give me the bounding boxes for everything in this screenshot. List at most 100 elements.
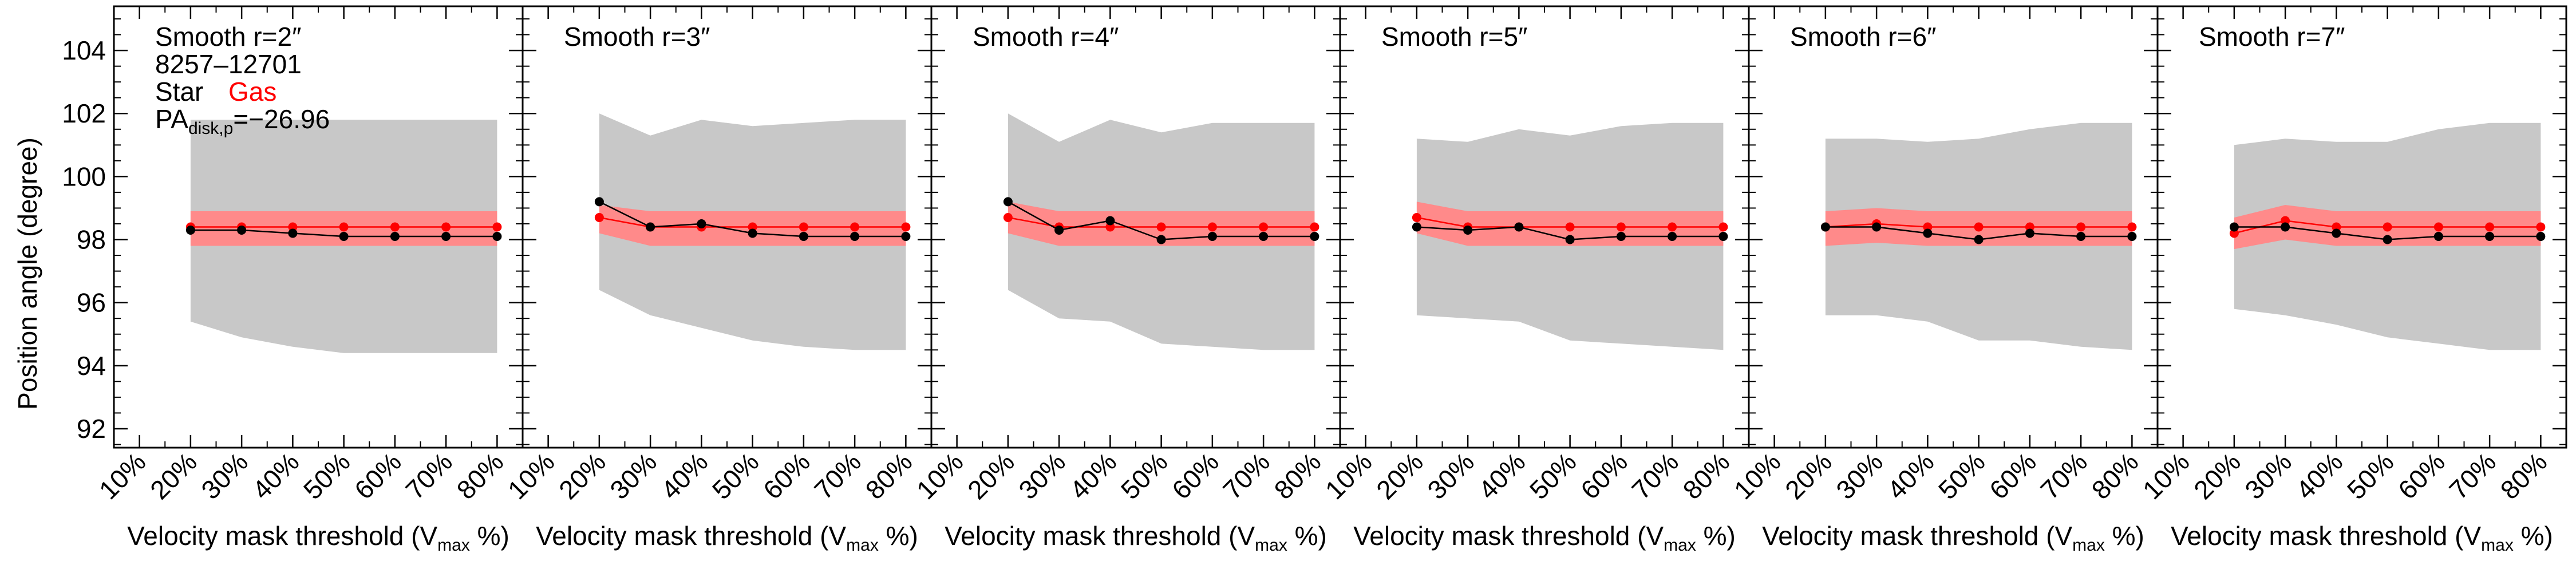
y-tick-label: 92	[77, 414, 106, 444]
gas-data-point	[1259, 222, 1269, 232]
x-tick-label: 80%	[1269, 447, 1327, 505]
panel-title: Smooth r=3″	[564, 22, 710, 52]
star-data-point	[492, 232, 502, 241]
star-legend-label: Star	[155, 77, 203, 106]
galaxy-id-label: 8257–12701	[155, 49, 302, 79]
star-data-point	[594, 197, 604, 207]
gas-data-point	[2076, 222, 2086, 232]
x-tick-label: 50%	[1524, 447, 1582, 505]
panel-3: 10%20%30%40%50%60%70%80% Velocity mask th…	[911, 5, 1341, 555]
gas-data-point	[2025, 222, 2034, 232]
x-tick-label: 80%	[860, 447, 918, 505]
x-tick-label: 50%	[706, 447, 765, 505]
star-data-point	[1668, 232, 1677, 241]
y-tick-label: 94	[77, 351, 106, 381]
star-data-point	[1207, 232, 1217, 241]
gas-legend-label: Gas	[228, 77, 276, 106]
gas-data-point	[441, 222, 451, 232]
pa-annotation-sub: disk,p	[188, 119, 233, 138]
star-data-point	[1616, 232, 1626, 241]
panel-4: 10%20%30%40%50%60%70%80% Velocity mask th…	[1319, 5, 1750, 555]
star-data-point	[2433, 232, 2443, 241]
x-tick-label: 60%	[1575, 447, 1633, 505]
x-axis-title: Velocity mask threshold (Vmax %)	[945, 521, 1327, 555]
x-axis-title: Velocity mask threshold (Vmax %)	[536, 521, 918, 555]
star-data-point	[1105, 216, 1115, 226]
star-data-point	[185, 226, 195, 235]
x-axis-title-sub: max	[2072, 536, 2105, 555]
y-axis-title: Position angle (degree)	[13, 137, 42, 410]
gas-data-point	[1412, 213, 1421, 222]
panel-title: Smooth r=2″	[155, 22, 301, 52]
x-tick-label: 70%	[2443, 447, 2502, 505]
x-tick-label: 70%	[808, 447, 867, 505]
star-data-point	[1310, 232, 1319, 241]
x-axis-title-main: Velocity mask threshold (V	[2171, 521, 2481, 551]
x-tick-label: 80%	[2495, 447, 2553, 505]
x-tick-label: 80%	[2086, 447, 2144, 505]
star-data-point	[1820, 222, 1830, 232]
star-data-point	[1872, 222, 1882, 232]
gas-data-point	[1616, 222, 1626, 232]
star-data-point	[1463, 226, 1473, 235]
gas-data-point	[2536, 222, 2546, 232]
gas-data-point	[748, 222, 757, 232]
gas-data-point	[799, 222, 808, 232]
x-tick-label: 60%	[2392, 447, 2451, 505]
x-tick-label: 30%	[604, 447, 662, 505]
gas-data-point	[339, 222, 349, 232]
x-tick-label: 40%	[1473, 447, 1531, 505]
star-data-point	[2485, 232, 2495, 241]
pa-annotation: PAdisk,p=−26.96	[155, 104, 330, 138]
x-axis-title-main: Velocity mask threshold (V	[127, 521, 437, 551]
x-tick-label: 30%	[2239, 447, 2297, 505]
x-axis-title: Velocity mask threshold (Vmax %)	[1353, 521, 1736, 555]
star-data-point	[1718, 232, 1728, 241]
x-tick-label: 10%	[1319, 447, 1378, 505]
x-tick-label: 30%	[195, 447, 254, 505]
x-tick-label: 20%	[144, 447, 203, 505]
x-axis-title-end: %)	[1696, 521, 1736, 551]
y-tick-label: 98	[77, 225, 106, 255]
x-tick-label: 70%	[2034, 447, 2093, 505]
panel-2: 10%20%30%40%50%60%70%80% Velocity mask th…	[502, 5, 933, 555]
star-data-point	[237, 226, 247, 235]
pa-annotation-value: =−26.96	[233, 104, 330, 134]
gas-data-point	[1668, 222, 1677, 232]
star-data-point	[2229, 222, 2239, 232]
x-tick-label: 60%	[1984, 447, 2042, 505]
star-data-point	[288, 228, 298, 238]
x-axis-title-main: Velocity mask threshold (V	[945, 521, 1255, 551]
panel-title: Smooth r=4″	[973, 22, 1119, 52]
x-tick-label: 70%	[1217, 447, 1275, 505]
gas-data-point	[1923, 222, 1933, 232]
star-data-point	[2025, 228, 2034, 238]
star-data-point	[339, 232, 349, 241]
x-axis-title: Velocity mask threshold (Vmax %)	[1762, 521, 2144, 555]
x-tick-label: 30%	[1830, 447, 1888, 505]
gas-data-point	[2485, 222, 2495, 232]
star-data-point	[1054, 226, 1064, 235]
star-data-point	[799, 232, 808, 241]
gas-data-point	[2229, 228, 2239, 238]
star-data-point	[441, 232, 451, 241]
x-tick-label: 20%	[1779, 447, 1838, 505]
x-tick-label: 20%	[2188, 447, 2246, 505]
star-data-point	[2076, 232, 2086, 241]
x-tick-label: 20%	[962, 447, 1020, 505]
star-data-point	[697, 219, 706, 228]
y-tick-label: 102	[62, 98, 106, 128]
y-axis-title-group: Position angle (degree)	[13, 137, 42, 410]
gas-data-point	[390, 222, 400, 232]
gas-data-point	[594, 213, 604, 222]
gas-data-point	[1974, 222, 1984, 232]
star-data-point	[748, 228, 757, 238]
star-data-point	[646, 222, 655, 232]
gas-data-point	[1105, 222, 1115, 232]
y-tick-label: 100	[62, 161, 106, 191]
x-tick-label: 60%	[757, 447, 816, 505]
x-tick-label: 70%	[1626, 447, 1684, 505]
star-data-point	[2127, 232, 2137, 241]
x-axis-title-sub: max	[846, 536, 879, 555]
